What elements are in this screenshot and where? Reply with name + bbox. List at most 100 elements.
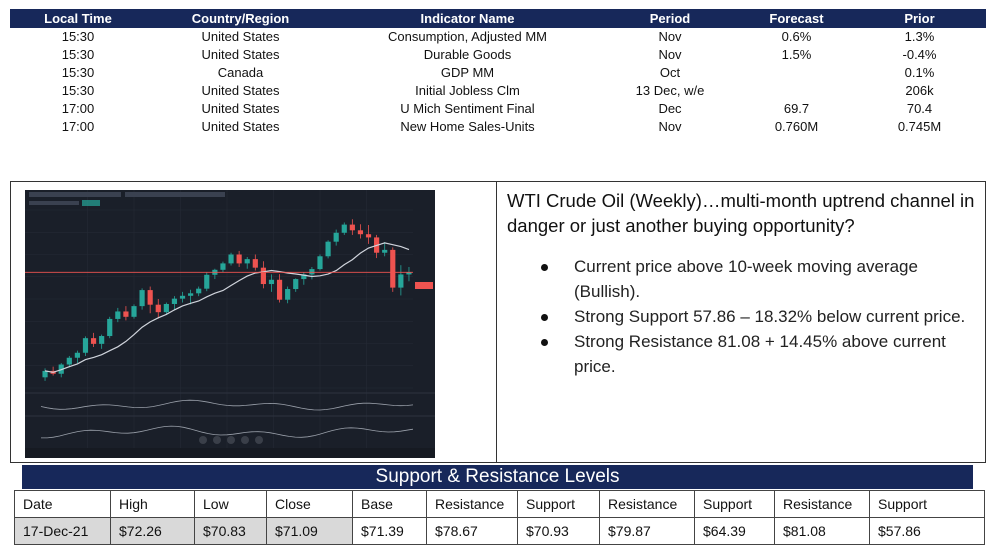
chart-cell [11,182,497,462]
candle-body [293,279,299,290]
cell-period: Nov [658,47,682,62]
cell-indicator: Durable Goods [423,47,512,62]
candle-body [171,298,178,304]
candle-body [220,263,226,270]
chart-background [25,190,435,458]
cell-period: Nov [658,29,682,44]
cell-indicator: New Home Sales-Units [400,119,535,134]
sr-value-base: $71.39 [352,517,427,545]
price-tag [415,282,433,289]
candle-body [333,232,339,242]
candle-body [268,279,275,285]
candle-body [301,274,307,280]
header-prior: Prior [853,9,986,28]
ma-legend-bar [29,201,79,205]
nav-control-4[interactable] [241,436,249,444]
cell-country: United States [201,119,280,134]
wti-analysis-panel: WTI Crude Oil (Weekly)…multi-month uptre… [10,181,986,463]
moving-average-line [44,242,410,373]
header-period: Period [600,9,740,28]
cell-prior: 206k [905,83,934,98]
sr-header-support-1: Support [517,490,600,518]
sr-title-banner: Support & Resistance Levels [22,465,973,489]
candle-body [285,289,291,300]
header-indicator-name: Indicator Name [335,9,600,28]
cell-local-time: 17:00 [61,101,95,116]
candle-body [325,241,331,257]
indicator-2-line [41,425,414,439]
cell-indicator: Initial Jobless Clm [415,83,520,98]
cell-prior: 0.745M [897,119,942,134]
cell-indicator: GDP MM [440,65,495,80]
cell-period: 13 Dec, w/e [635,83,705,98]
candle-body [252,259,258,268]
time-axis [25,448,435,458]
candle-body [82,338,89,353]
commentary: WTI Crude Oil (Weekly)…multi-month uptre… [507,188,982,379]
nav-control-5[interactable] [255,436,263,444]
candle-body [188,293,194,296]
commentary-bullets: Current price above 10-week moving avera… [507,254,982,379]
sr-value-date: 17-Dec-21 [14,517,111,545]
cell-local-time: 17:00 [61,119,95,134]
sr-header-date: Date [14,490,111,518]
sr-value-resistance-1: $78.67 [426,517,518,545]
cell-country: United States [201,29,280,44]
nav-control-1[interactable] [199,436,207,444]
header-local-time: Local Time [10,9,146,28]
ma-legend-badge [82,200,100,206]
bullet-text: Strong Resistance 81.08 + 14.45% above c… [574,332,946,376]
nav-control-2[interactable] [213,436,221,444]
calendar-header-row: Local Time Country/Region Indicator Name… [10,9,986,28]
table-row: 15:30 United States Consumption, Adjuste… [10,28,986,46]
indicator-1-line [40,399,414,411]
candle-body [66,357,72,365]
cell-forecast: 0.760M [774,119,819,134]
table-row: 17:00 United States New Home Sales-Units… [10,118,986,136]
candle-body [309,269,315,275]
sr-values-row: 17-Dec-21 $72.26 $70.83 $71.09 $71.39 $7… [14,517,985,545]
candle-body [204,274,210,289]
symbol-legend-bar [29,192,121,197]
sr-header-resistance-1: Resistance [426,490,518,518]
candle-body [123,311,129,317]
wti-weekly-chart [25,190,435,458]
nav-control-3[interactable] [227,436,235,444]
cell-local-time: 15:30 [61,47,95,62]
candle-body [155,304,161,313]
cell-prior: 0.1% [904,65,935,80]
sr-header-support-2: Support [694,490,775,518]
table-row: 15:30 Canada GDP MM Oct 0.1% [10,64,986,82]
commentary-title: WTI Crude Oil (Weekly)…multi-month uptre… [507,190,975,236]
cell-prior: -0.4% [902,47,937,62]
table-row: 15:30 United States Durable Goods Nov 1.… [10,46,986,64]
sr-header-resistance-2: Resistance [599,490,695,518]
candle-body [107,318,113,337]
cell-forecast [740,64,853,82]
cell-local-time: 15:30 [61,65,95,80]
support-resistance-table: Date High Low Close Base Resistance Supp… [14,490,985,545]
candle-body [228,254,234,264]
sr-header-resistance-3: Resistance [774,490,870,518]
sr-value-resistance-2: $79.87 [599,517,695,545]
sr-value-support-1: $70.93 [517,517,600,545]
sr-value-support-2: $64.39 [694,517,775,545]
candle-body [317,256,323,270]
cell-country: United States [201,47,280,62]
economic-calendar-table: Local Time Country/Region Indicator Name… [10,9,986,136]
candle-body [236,254,242,264]
candle-body [276,279,283,300]
candle-body [357,230,364,235]
candle-body [382,249,388,253]
cell-local-time: 15:30 [61,83,95,98]
candle-body [131,306,137,317]
cell-country: United States [201,101,280,116]
candle-body [179,295,186,299]
table-row: 15:30 United States Initial Jobless Clm … [10,82,986,100]
cell-forecast [740,82,853,100]
cell-period: Nov [658,119,682,134]
sr-header-row: Date High Low Close Base Resistance Supp… [14,490,985,518]
sr-value-close: $71.09 [266,517,353,545]
candle-body [196,288,202,294]
candle-body [147,290,153,305]
